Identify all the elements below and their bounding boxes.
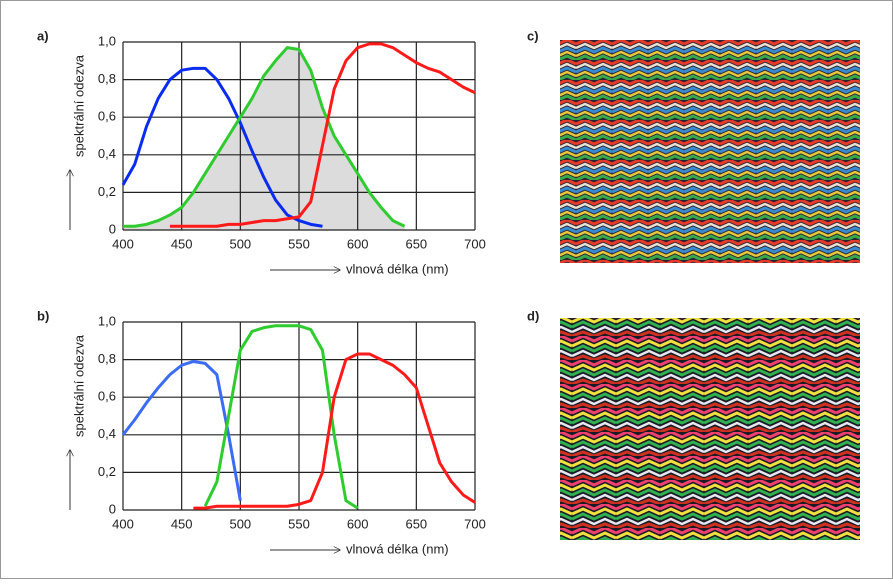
x-tick-label: 550: [288, 236, 310, 251]
series-line: [121, 359, 242, 501]
series-line: [123, 46, 406, 228]
x-tick-label: 450: [171, 516, 193, 531]
y-tick-label: 0,8: [98, 351, 116, 366]
x-tick-label: 400: [112, 516, 134, 531]
y-tick-label: 1,0: [98, 313, 116, 328]
x-tick-label: 600: [347, 516, 369, 531]
y-tick-label: 1,0: [98, 33, 116, 48]
y-tick-label: 0,2: [98, 464, 116, 479]
y-tick-label: 0,6: [98, 109, 116, 124]
panel-label: d): [527, 308, 539, 323]
x-axis-label: vlnová délka (nm): [346, 261, 449, 276]
x-tick-label: 500: [229, 516, 251, 531]
panel-label: b): [37, 308, 49, 323]
x-tick-label: 650: [405, 236, 427, 251]
photo: [560, 40, 860, 263]
x-tick-label: 700: [464, 516, 486, 531]
x-tick-label: 650: [405, 516, 427, 531]
x-tick-label: 500: [229, 236, 251, 251]
series-line: [193, 352, 476, 510]
x-tick-label: 600: [347, 236, 369, 251]
y-tick-label: 0,4: [98, 146, 116, 161]
photo: [560, 318, 860, 540]
y-tick-label: 0,4: [98, 426, 116, 441]
y-tick-label: 0,2: [98, 184, 116, 199]
x-tick-label: 450: [171, 236, 193, 251]
series-line: [203, 324, 359, 510]
x-tick-label: 550: [288, 516, 310, 531]
x-tick-label: 400: [112, 236, 134, 251]
x-tick-label: 700: [464, 236, 486, 251]
y-tick-label: 0: [109, 501, 116, 516]
series-line: [169, 42, 476, 228]
y-axis-label: spektrální odezva: [71, 54, 86, 157]
shaded-area: [123, 47, 405, 230]
y-tick-label: 0,8: [98, 71, 116, 86]
y-tick-label: 0: [109, 221, 116, 236]
panel-label: a): [37, 28, 49, 43]
panel-label: c): [527, 28, 539, 43]
x-axis-label: vlnová délka (nm): [346, 541, 449, 556]
y-axis-label: spektrální odezva: [71, 334, 86, 437]
y-tick-label: 0,6: [98, 389, 116, 404]
series-line: [121, 66, 323, 228]
